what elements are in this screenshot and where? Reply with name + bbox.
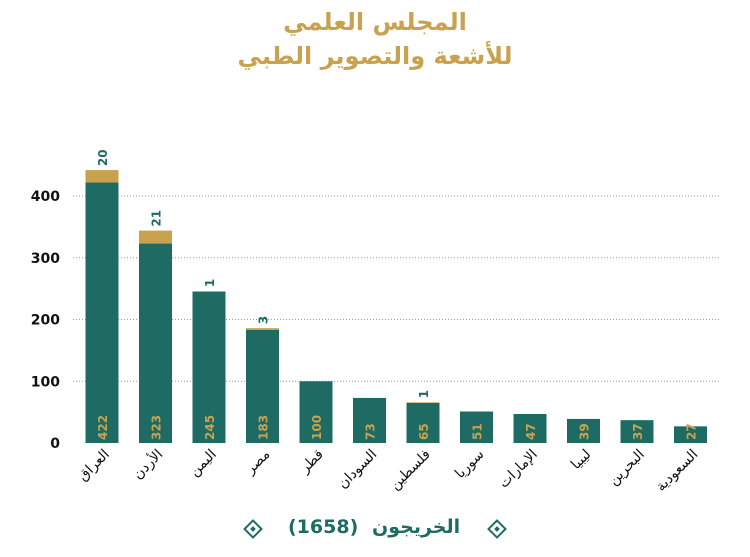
chart-title-line-1: المجلس العلمي	[283, 8, 467, 36]
bar-graduates	[299, 381, 333, 443]
bar-segment-secondary	[246, 328, 279, 330]
bar-graduates	[513, 413, 547, 443]
bar-secondary-value-label: 1	[203, 279, 217, 287]
bar-graduates	[192, 291, 226, 443]
bar-secondary-value-label: 21	[150, 210, 164, 227]
bar-graduates	[620, 420, 654, 443]
bar-segment-secondary	[139, 230, 172, 244]
bar-secondary-value-label: 1	[417, 390, 431, 398]
y-tick-label: 200	[31, 313, 60, 329]
bar-graduates	[246, 329, 279, 443]
legend-total: (1658)	[288, 516, 359, 538]
legend-diamond-left-icon	[243, 519, 263, 539]
x-category-label: ليبيا	[568, 447, 594, 473]
bar-graduates	[406, 402, 440, 443]
bar-segment-secondary	[406, 402, 440, 403]
bar-value-label: 183	[257, 415, 271, 440]
y-tick-label: 400	[31, 189, 60, 205]
bar-graduates	[674, 426, 707, 443]
x-category-label: السعودية	[653, 447, 701, 495]
bar-value-label: 245	[203, 415, 217, 440]
chart-title-line-2: للأشعة والتصوير الطبي	[237, 42, 513, 70]
y-tick-label: 100	[31, 374, 60, 390]
bar-secondary-value-label: 3	[257, 316, 271, 324]
legend: (1658) الخريجون	[0, 512, 750, 548]
bar-value-label: 100	[310, 415, 324, 440]
y-tick-label: 0	[50, 436, 60, 452]
bar-graduates	[567, 418, 600, 443]
bar-value-label: 422	[96, 415, 110, 440]
bar-value-label: 65	[417, 423, 431, 440]
bar-segment-secondary	[192, 291, 226, 292]
bar-value-label: 51	[471, 423, 485, 440]
bar-value-label: 73	[364, 423, 378, 440]
x-category-label: سوريا	[452, 447, 487, 482]
bar-value-label: 27	[685, 423, 699, 440]
x-category-label: مصر	[242, 447, 273, 478]
x-category-label: الإمارات	[496, 447, 541, 492]
bar-chart: 0 100 200 300 400 422 20 العراق 323 21 الأردن 245 1 ا…	[31, 149, 720, 495]
legend-label: الخريجون	[372, 516, 461, 538]
bar-graduates	[460, 411, 493, 443]
bar-value-label: 47	[524, 423, 538, 440]
bar-value-label: 39	[578, 423, 592, 440]
bar-graduates	[139, 243, 172, 443]
x-category-label: قطر	[296, 447, 326, 477]
bar-value-label: 37	[631, 423, 645, 440]
bar-graduates	[85, 182, 119, 444]
x-category-label: العراق	[75, 447, 113, 485]
x-category-label: الأردن	[129, 445, 167, 483]
legend-diamond-right-icon	[487, 519, 507, 539]
y-tick-label: 300	[31, 251, 60, 267]
bar-value-label: 323	[150, 415, 164, 440]
x-category-label: اليمن	[186, 447, 219, 480]
bar-segment-secondary	[85, 170, 119, 183]
x-category-label: البحرين	[606, 447, 648, 489]
x-category-label: السودان	[335, 447, 380, 492]
x-category-label: فلسطين	[387, 447, 434, 494]
bar-secondary-value-label: 20	[96, 149, 110, 166]
bar-graduates	[353, 397, 386, 443]
